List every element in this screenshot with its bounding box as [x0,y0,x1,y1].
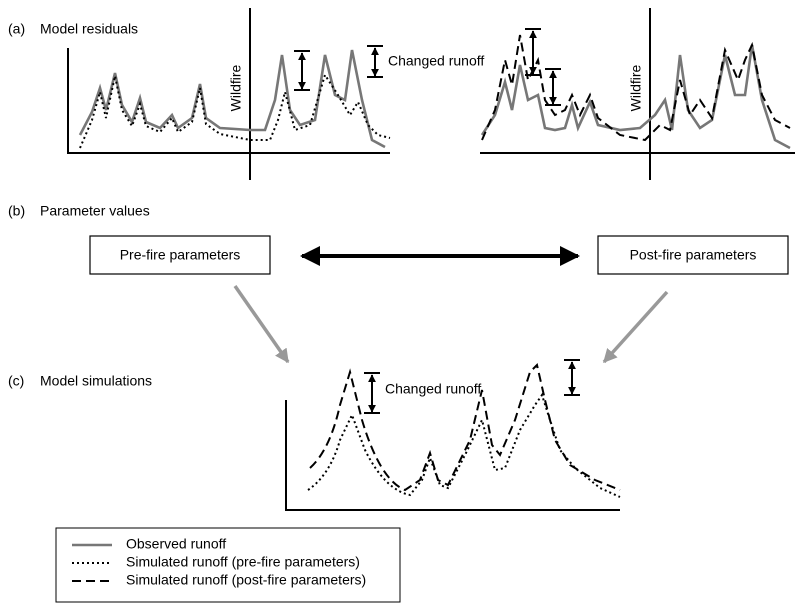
arrow [233,284,290,364]
panel-title: Parameter values [40,203,150,219]
wildfire-label: Wildfire [628,64,644,111]
legend-entry: Simulated runoff (post-fire parameters) [126,572,366,588]
box [597,235,789,275]
wildfire-label: Wildfire [228,64,244,111]
legend: Observed runoff Simulated runoff (pre-fi… [55,527,401,603]
box [89,235,271,275]
plot-a-left: Wildfire Changed runoff [67,8,484,180]
panel-label: (b) [8,203,25,219]
box-label: Pre-fire parameters [120,247,241,263]
legend-box [55,527,401,603]
annotation: Changed runoff [385,381,481,397]
plot-a-right: Wildfire [480,8,795,180]
legend-entry: Observed runoff [126,536,226,552]
arrow [602,290,669,364]
panel-label: (a) [8,21,25,37]
panel-title: Model residuals [40,21,138,37]
box-label: Post-fire parameters [630,247,757,263]
legend-entry: Simulated runoff (pre-fire parameters) [126,554,360,570]
plot-c: Changed runoff [285,359,621,511]
annotation: Changed runoff [388,53,484,69]
panel-title: Model simulations [40,373,152,389]
panel-label: (c) [8,373,24,389]
